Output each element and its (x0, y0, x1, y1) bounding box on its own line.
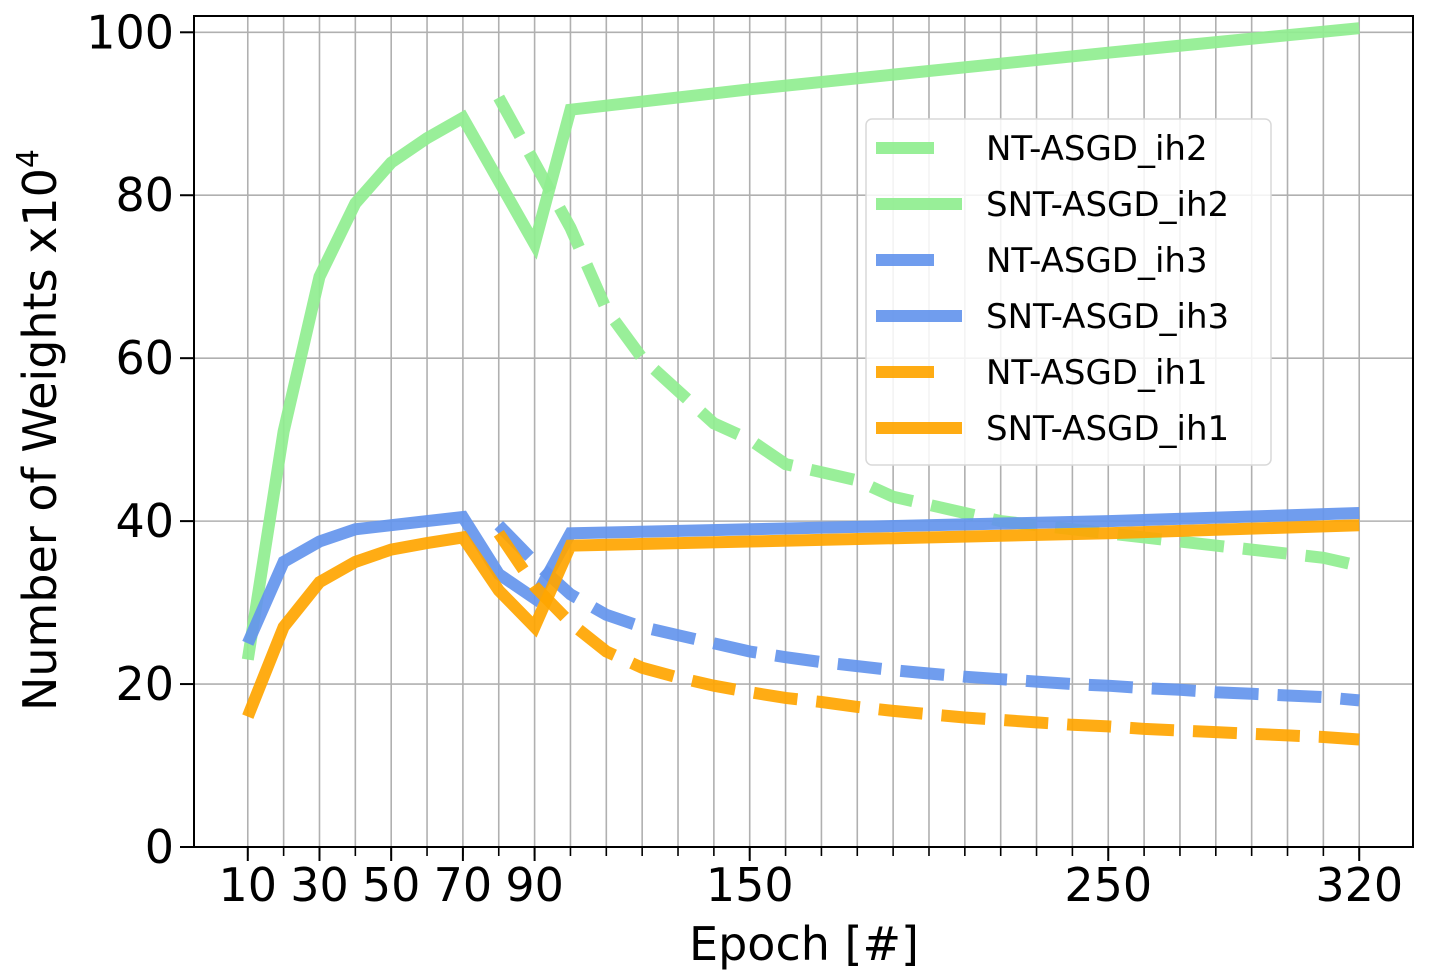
x-tick-label: 320 (1315, 858, 1403, 912)
x-tick-label: 70 (434, 858, 493, 912)
y-axis-label-exponent: 4 (11, 149, 46, 168)
y-axis-label: Number of Weights x104 (11, 149, 67, 711)
y-tick-label: 20 (115, 657, 174, 711)
legend-label: NT-ASGD_ih2 (986, 129, 1208, 169)
y-tick-label: 80 (115, 168, 174, 222)
series-lines (241, 22, 1361, 746)
series-line-nt-asgd-ih1 (493, 529, 1360, 746)
y-tick-label: 40 (115, 494, 174, 548)
legend-label: NT-ASGD_ih3 (986, 241, 1208, 281)
y-tick-label: 0 (145, 820, 174, 874)
legend: NT-ASGD_ih2 SNT-ASGD_ih2 NT-ASGD_ih3 SNT-AS… (865, 118, 1272, 466)
legend-label: SNT-ASGD_ih3 (986, 297, 1229, 337)
series-line-snt-asgd-ih1 (242, 519, 1360, 719)
y-axis-label-text: Number of Weights x10 (13, 168, 67, 711)
series-line-nt-asgd-ih3 (494, 521, 1360, 707)
x-tick-label: 10 (219, 858, 278, 912)
legend-label: NT-ASGD_ih1 (986, 353, 1208, 393)
legend-label: SNT-ASGD_ih2 (986, 185, 1229, 225)
legend-box (865, 118, 1272, 466)
x-axis-label: Epoch [#] (689, 917, 919, 971)
series-line-snt-asgd-ih3 (242, 507, 1360, 646)
y-tick-label: 60 (115, 331, 174, 385)
x-tick-label: 150 (706, 858, 794, 912)
plot-frame (193, 15, 1414, 848)
x-tick-label: 50 (362, 858, 421, 912)
y-tick-label: 100 (86, 5, 174, 59)
x-tick-label: 250 (1064, 858, 1152, 912)
series-line-snt-asgd-ih2 (241, 22, 1360, 661)
x-tick-label: 90 (505, 858, 564, 912)
series-line-nt-asgd-ih2 (493, 94, 1361, 572)
legend-label: SNT-ASGD_ih1 (986, 409, 1229, 449)
axis-ticks: 10 30 50 70 90 150 250 320 0 20 40 60 80 100 (86, 5, 1403, 912)
x-tick-label: 30 (290, 858, 349, 912)
